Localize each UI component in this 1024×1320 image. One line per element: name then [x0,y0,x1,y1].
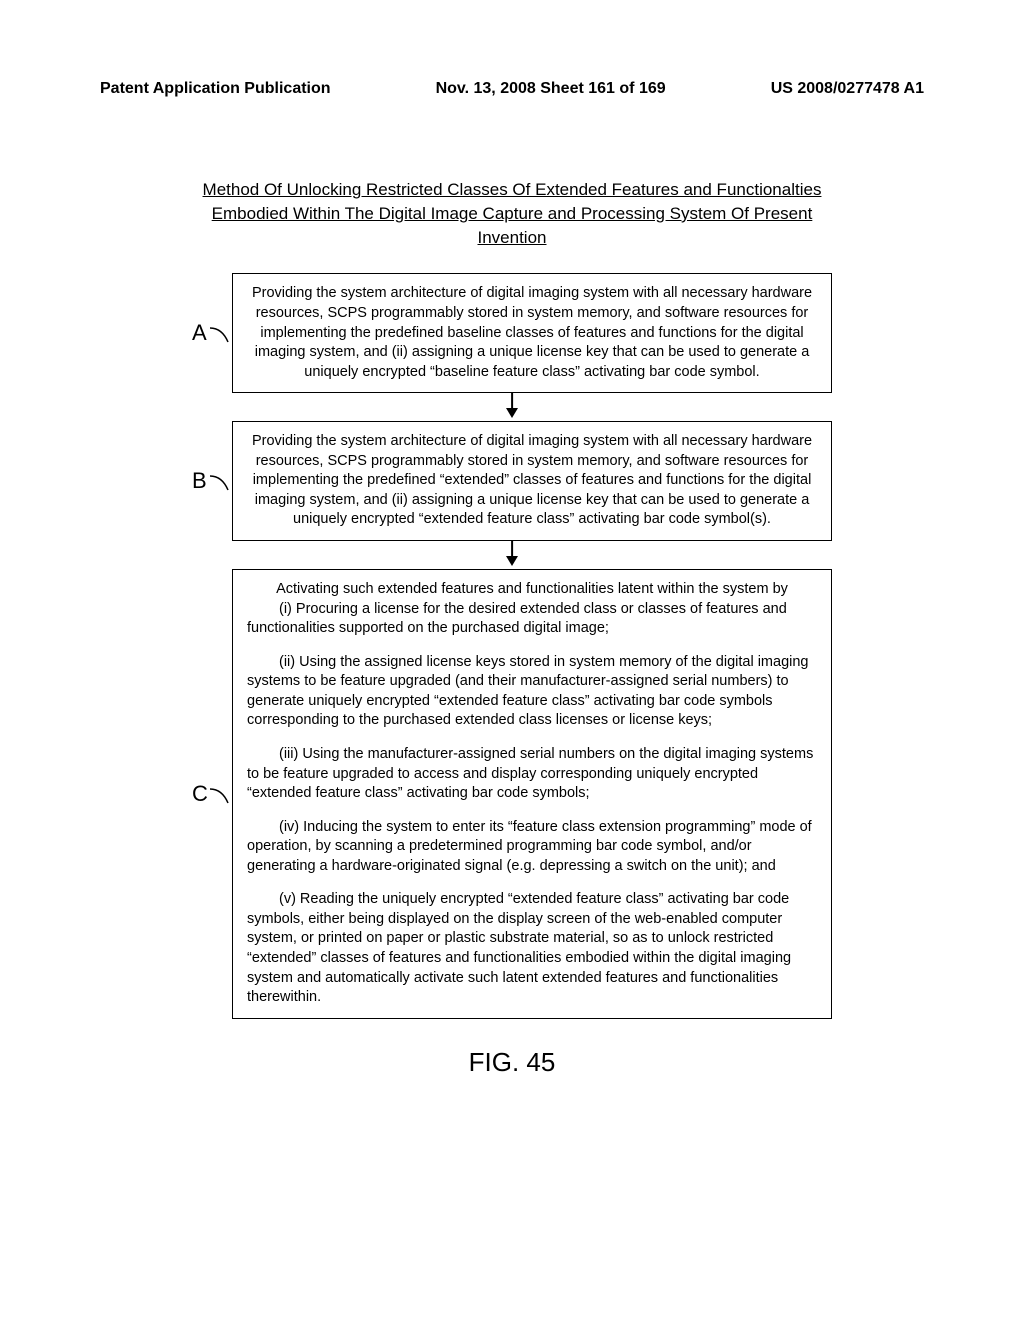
step-c-iv: (iv) Inducing the system to enter its “f… [247,818,817,877]
step-c-iii: (iii) Using the manufacturer-assigned se… [247,745,817,804]
figure-label: FIG. 45 [100,1047,924,1078]
header-app-number: US 2008/0277478 A1 [771,80,924,98]
step-c-v-text: (v) Reading the uniquely encrypted “exte… [247,890,817,1007]
step-c-label: C [192,781,232,807]
page-container: Patent Application Publication Nov. 13, … [0,0,1024,1118]
step-b-label: B [192,468,232,494]
step-c-iii-text: (iii) Using the manufacturer-assigned se… [247,745,817,804]
step-a-row: A Providing the system architecture of d… [192,273,832,393]
step-c-v: (v) Reading the uniquely encrypted “exte… [247,890,817,1007]
step-c-i: (i) Procuring a license for the desired … [247,600,817,639]
page-header: Patent Application Publication Nov. 13, … [100,80,924,98]
step-c-iv-text: (iv) Inducing the system to enter its “f… [247,818,817,877]
step-a-label: A [192,320,232,346]
step-a-box: Providing the system architecture of dig… [232,273,832,393]
flowchart: A Providing the system architecture of d… [192,273,832,1018]
step-c-ii: (ii) Using the assigned license keys sto… [247,653,817,731]
header-date-sheet: Nov. 13, 2008 Sheet 161 of 169 [436,80,666,98]
step-b-row: B Providing the system architecture of d… [192,421,832,541]
step-b-label-text: B [192,468,207,493]
step-c-intro-line1: Activating such extended features and fu… [247,580,817,600]
arrow-a-to-b [192,393,832,421]
header-publication: Patent Application Publication [100,80,331,98]
step-c-intro: Activating such extended features and fu… [247,580,817,639]
step-c-ii-text: (ii) Using the assigned license keys sto… [247,653,817,731]
step-c-box: Activating such extended features and fu… [232,569,832,1019]
connector-icon [208,324,234,350]
step-a-label-text: A [192,320,207,345]
step-b-box: Providing the system architecture of dig… [232,421,832,541]
arrow-b-to-c [192,541,832,569]
step-c-row: C Activating such extended features and … [192,569,832,1019]
diagram-title: Method Of Unlocking Restricted Classes O… [182,178,842,249]
connector-icon [208,785,234,811]
connector-icon [208,472,234,498]
step-c-label-text: C [192,781,208,806]
